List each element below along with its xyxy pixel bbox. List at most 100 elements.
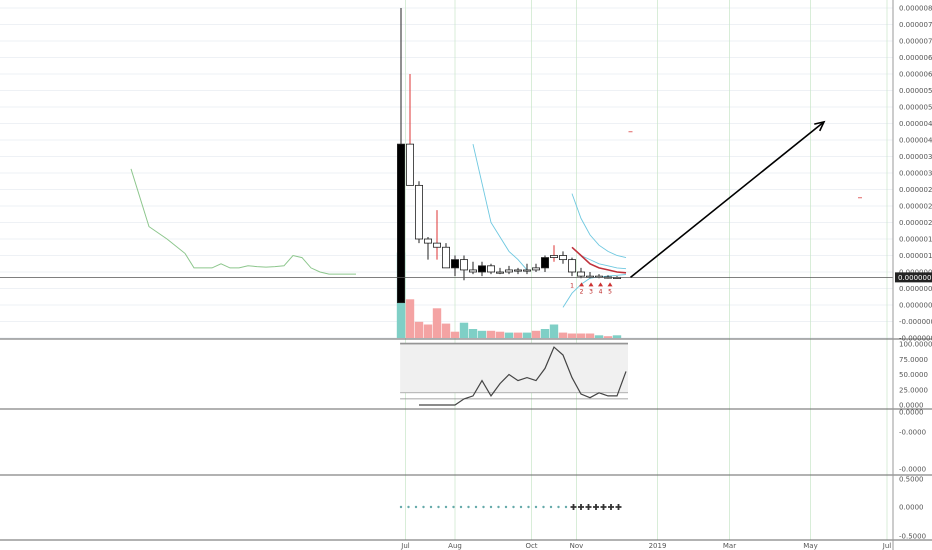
- dot-marker: [527, 505, 530, 509]
- sequence-marker: [607, 282, 613, 287]
- price-tick-label: 0.00000700: [899, 38, 932, 46]
- price-tick-label: 0.00000210: [899, 219, 932, 227]
- dot-marker: [504, 505, 508, 509]
- price-tick-label: 0.00000600: [899, 71, 932, 79]
- dot-marker: [497, 505, 500, 509]
- volume-bar: [486, 330, 496, 338]
- volume-bar: [513, 332, 523, 338]
- time-tick-label: Mar: [723, 542, 736, 550]
- projection-arrow: [629, 121, 825, 278]
- time-tick-label: Nov: [570, 542, 584, 550]
- volume-bar: [414, 321, 424, 338]
- candle-body: [450, 259, 459, 269]
- sequence-marker: [588, 282, 594, 287]
- dots-panel: [399, 504, 622, 510]
- dot-marker: [482, 505, 485, 509]
- price-tick-label: 0.00000650: [899, 54, 932, 62]
- candle-body: [414, 184, 423, 240]
- candle-body: [432, 242, 441, 248]
- volume-bars: [396, 252, 622, 338]
- volume-bar: [432, 308, 442, 338]
- sequence-label: 4: [599, 288, 603, 295]
- plus-marker: [585, 504, 592, 510]
- volume-bar: [576, 333, 586, 338]
- dot-marker: [467, 505, 470, 509]
- dot-marker: [422, 505, 425, 509]
- price-tick-label: 0.00000800: [899, 5, 932, 13]
- oscillator-tick-label: 0.0000: [899, 402, 924, 410]
- sequence-marker: [598, 282, 603, 287]
- candle-body: [459, 259, 468, 271]
- dot-marker: [549, 505, 553, 509]
- price-tick-label: 0.00000550: [899, 87, 932, 95]
- dot-marker: [564, 505, 568, 509]
- time-tick-label: Aug: [448, 542, 462, 550]
- sequence-label: 1: [570, 282, 574, 289]
- candle-body: [486, 265, 495, 273]
- volume-bar: [468, 329, 478, 338]
- candle-body: [514, 269, 523, 272]
- candle-body: [441, 246, 450, 269]
- sequence-marker: [579, 282, 584, 287]
- price-tick-label: -0.00000020: [899, 318, 932, 326]
- candle-body: [468, 269, 477, 273]
- panel3-tick-label: -0.0000: [899, 466, 926, 474]
- volume-bar: [612, 335, 622, 338]
- oscillator-band: [400, 343, 628, 393]
- oscillator-tick-label: 75.0000: [899, 356, 928, 364]
- cyan-indicator-line: [571, 193, 627, 259]
- arrow-head: [814, 120, 826, 132]
- dot-marker: [459, 505, 463, 509]
- cyan-indicator-line: [571, 246, 627, 270]
- dot-marker: [414, 505, 418, 509]
- oscillator-line: [419, 346, 627, 406]
- price-axis[interactable]: 0.00000800 0.00000750 0.00000700 0.00000650…: [892, 0, 932, 550]
- volume-bar: [405, 299, 415, 338]
- volume-bar: [450, 331, 460, 338]
- time-tick-label: 2019: [649, 542, 667, 550]
- candle-body: [396, 143, 405, 304]
- dot-marker: [557, 505, 560, 509]
- sequence-label: 3: [589, 288, 593, 295]
- dot-marker: [474, 505, 478, 509]
- dot-marker: [452, 505, 455, 509]
- candle-body: [532, 267, 541, 271]
- volume-bar: [423, 324, 433, 338]
- candle-body: [577, 271, 586, 277]
- candle-body: [568, 259, 577, 273]
- plus-marker: [600, 504, 607, 510]
- cyan-indicator-line: [562, 274, 627, 308]
- plus-marker: [593, 504, 599, 510]
- sequence-label: 5: [608, 288, 612, 295]
- plus-marker: [608, 504, 614, 510]
- time-axis[interactable]: Jul Aug Oct Nov 2019 Mar May Jul: [400, 542, 891, 550]
- price-tick-label: 0.00000450: [899, 120, 932, 128]
- dot-marker: [542, 505, 545, 509]
- candle-body: [550, 255, 559, 258]
- price-tick-label: 0.00000250: [899, 203, 932, 211]
- plus-marker: [570, 504, 577, 510]
- dot-marker: [444, 505, 448, 509]
- candlesticks: [396, 8, 622, 304]
- volume-bar: [441, 323, 451, 338]
- volume-bar: [585, 333, 595, 338]
- volume-bar: [477, 330, 487, 338]
- candle-body: [559, 255, 568, 261]
- price-tick-label: -0.00000057: [899, 335, 932, 343]
- dot-marker: [512, 505, 515, 509]
- candle-body: [477, 265, 486, 273]
- oscillator-tick-label: 50.0000: [899, 371, 928, 379]
- green-indicator-line: [130, 168, 356, 275]
- panel3-tick-label: -0.0000: [899, 429, 926, 437]
- volume-bar: [549, 324, 559, 338]
- time-tick-label: Jul: [400, 542, 410, 550]
- price-tick-label: 0.00000500: [899, 104, 932, 112]
- dot-marker: [437, 505, 440, 509]
- dot-marker: [429, 505, 433, 509]
- price-tick-label: 0.00000130: [899, 252, 932, 260]
- volume-bar: [495, 331, 505, 338]
- price-tick-label: 0.00000330: [899, 170, 932, 178]
- candle-body: [405, 143, 414, 186]
- plus-marker: [578, 504, 584, 510]
